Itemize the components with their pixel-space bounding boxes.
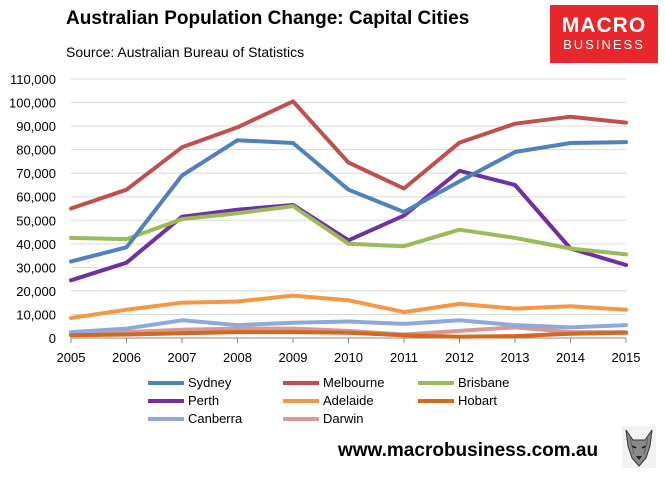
legend-item-adelaide: Adelaide (283, 392, 374, 410)
legend-swatch (148, 416, 184, 421)
legend-item-brisbane: Brisbane (418, 374, 509, 392)
series-line-sydney (69, 138, 628, 264)
x-tick-label: 2011 (390, 350, 418, 365)
legend-label: Sydney (188, 375, 232, 390)
y-tick-label: 0 (49, 331, 56, 346)
logo-line-1: MACRO (561, 14, 647, 37)
legend-item-melbourne: Melbourne (283, 374, 384, 392)
series-line-hobart (69, 330, 628, 339)
y-tick-label: 100,000 (9, 96, 56, 111)
legend-item-canberra: Canberra (148, 410, 242, 428)
chart-source: Source: Australian Bureau of Statistics (66, 44, 305, 60)
series-line-canberra (69, 318, 628, 335)
legend-item-sydney: Sydney (148, 374, 231, 392)
x-tick-label: 2007 (168, 350, 197, 365)
chart-title: Australian Population Change: Capital Ci… (66, 8, 470, 29)
y-tick-label: 80,000 (16, 143, 56, 158)
x-tick-label: 2010 (334, 350, 363, 365)
y-tick-label: 20,000 (16, 284, 56, 299)
legend-item-perth: Perth (148, 392, 219, 410)
y-tick-label: 50,000 (16, 213, 56, 228)
x-tick-label: 2005 (57, 350, 86, 365)
series-line-melbourne (69, 99, 628, 211)
legend-item-hobart: Hobart (418, 392, 497, 410)
series-line-brisbane (69, 204, 628, 257)
x-tick-label: 2013 (501, 350, 530, 365)
legend-label: Darwin (323, 411, 364, 426)
website-url: www.macrobusiness.com.au (338, 440, 599, 461)
y-tick-label: 60,000 (16, 190, 56, 205)
legend-item-darwin: Darwin (283, 410, 363, 428)
legend-label: Melbourne (323, 375, 385, 390)
y-tick-label: 70,000 (16, 166, 56, 181)
series-line-adelaide (69, 293, 628, 320)
y-tick-label: 40,000 (16, 237, 56, 252)
y-tick-label: 110,000 (10, 72, 56, 87)
x-tick-label: 2012 (445, 350, 474, 365)
series-line-perth (69, 168, 628, 283)
x-tick-label: 2015 (612, 350, 641, 365)
y-tick-label: 90,000 (16, 119, 56, 134)
legend-swatch (418, 398, 454, 403)
legend-label: Adelaide (323, 393, 374, 408)
legend-swatch (148, 380, 184, 385)
y-tick-label: 10,000 (16, 307, 56, 322)
legend-swatch (283, 416, 319, 421)
legend-swatch (283, 380, 319, 385)
y-tick-label: 30,000 (16, 260, 56, 275)
legend-label: Perth (188, 393, 220, 408)
legend-swatch (418, 380, 454, 385)
legend-label: Hobart (458, 393, 498, 408)
macrobusiness-logo: MACRO BUSINESS (550, 5, 658, 63)
legend-swatch (148, 398, 184, 403)
x-tick-label: 2008 (223, 350, 252, 365)
logo-line-2: BUSINESS (563, 37, 645, 52)
x-tick-label: 2014 (556, 350, 585, 365)
x-tick-label: 2009 (279, 350, 308, 365)
legend-label: Brisbane (458, 375, 510, 390)
x-tick-label: 2006 (112, 350, 141, 365)
wolf-head-icon (622, 426, 656, 468)
legend-label: Canberra (188, 411, 243, 426)
legend-swatch (283, 398, 319, 403)
